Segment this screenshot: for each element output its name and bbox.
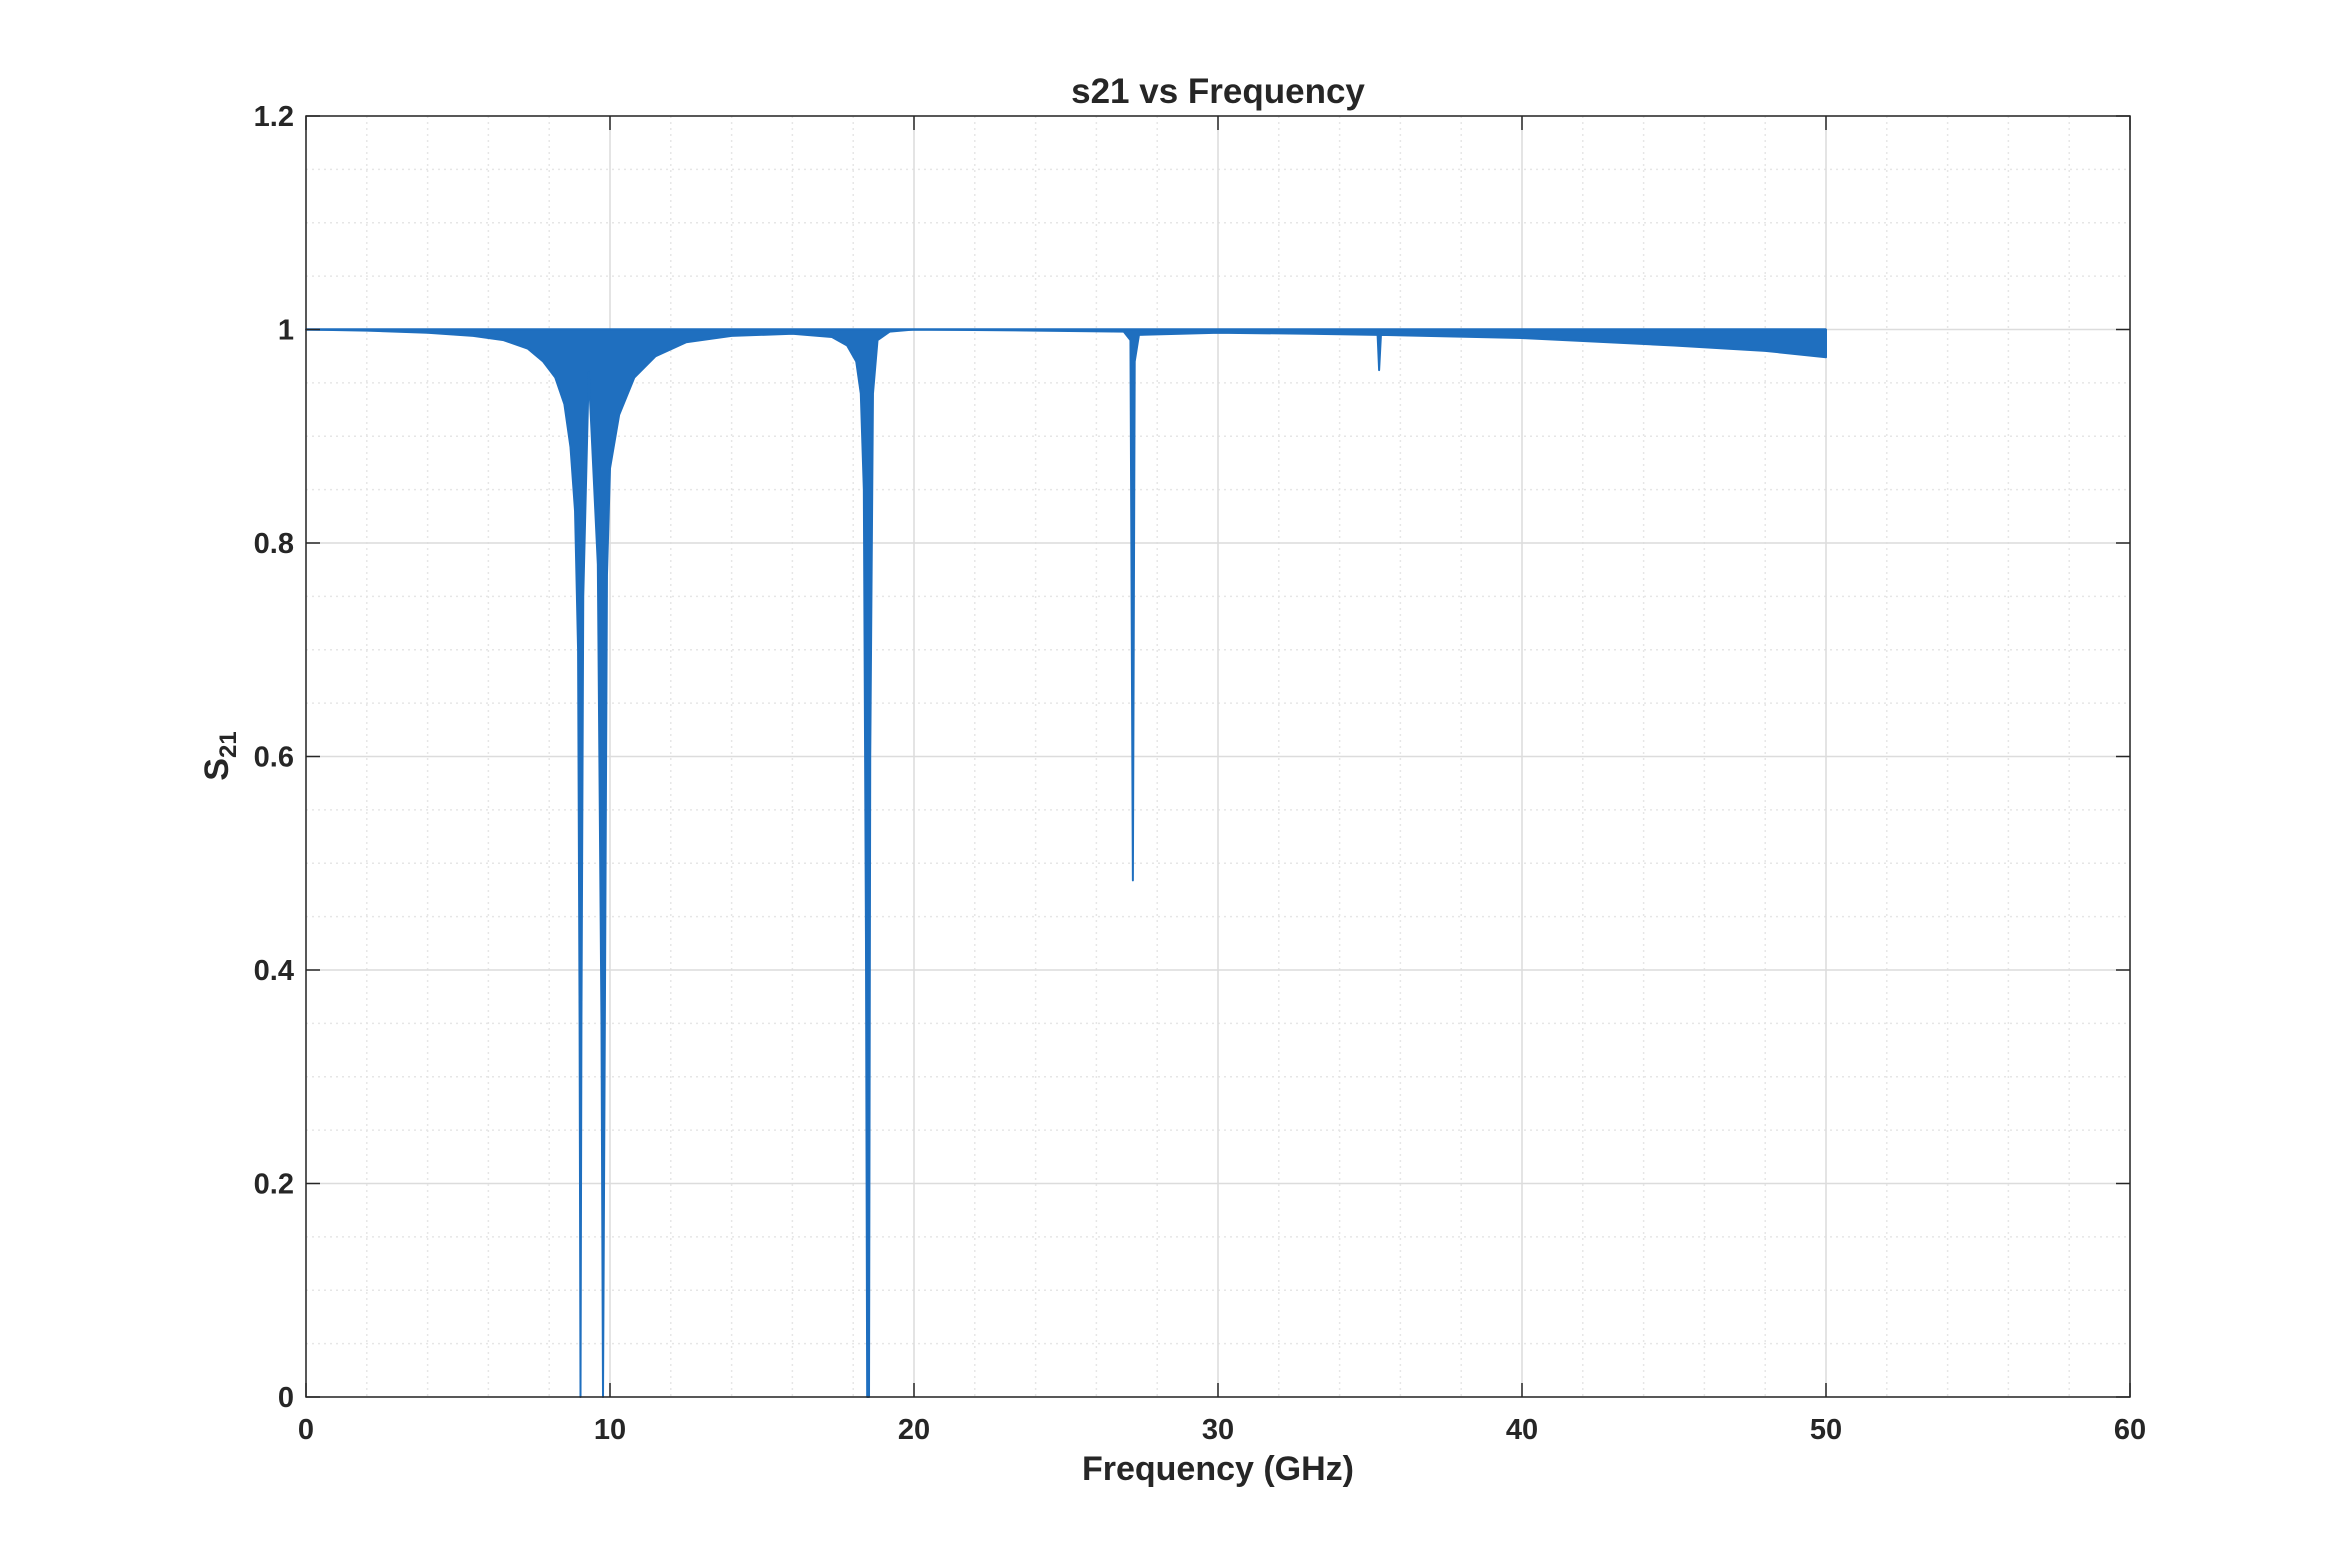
y-tick-label: 0 (278, 1382, 294, 1414)
x-tick-label: 10 (594, 1414, 626, 1446)
y-tick-label: 0.6 (254, 742, 294, 774)
y-tick-label: 1 (278, 315, 294, 347)
x-axis-title: Frequency (GHz) (1082, 1450, 1354, 1488)
chart-title: s21 vs Frequency (1071, 72, 1365, 111)
y-tick-label: 0.4 (254, 955, 294, 987)
y-tick-label: 0.8 (254, 528, 294, 560)
x-tick-label: 0 (298, 1414, 314, 1446)
series-layer (305, 328, 1827, 1398)
y-axis-title-main: S (198, 758, 236, 781)
x-tick-label: 50 (1810, 1414, 1842, 1446)
tick-labels: 0 10 20 30 40 50 60 0 0.2 0.4 0.6 0.8 1 1.2 (254, 101, 2146, 1446)
y-tick-label: 1.2 (254, 101, 294, 133)
svg-text:S21: S21 (198, 731, 242, 780)
x-tick-label: 40 (1506, 1414, 1538, 1446)
axes (305, 115, 2131, 1398)
x-tick-label: 60 (2114, 1414, 2146, 1446)
x-tick-label: 30 (1202, 1414, 1234, 1446)
y-axis-title: S21 (198, 731, 242, 780)
x-tick-label: 20 (898, 1414, 930, 1446)
series-band (305, 328, 1827, 1398)
y-tick-label: 0.2 (254, 1169, 294, 1201)
y-axis-title-subscript: 21 (215, 731, 242, 758)
